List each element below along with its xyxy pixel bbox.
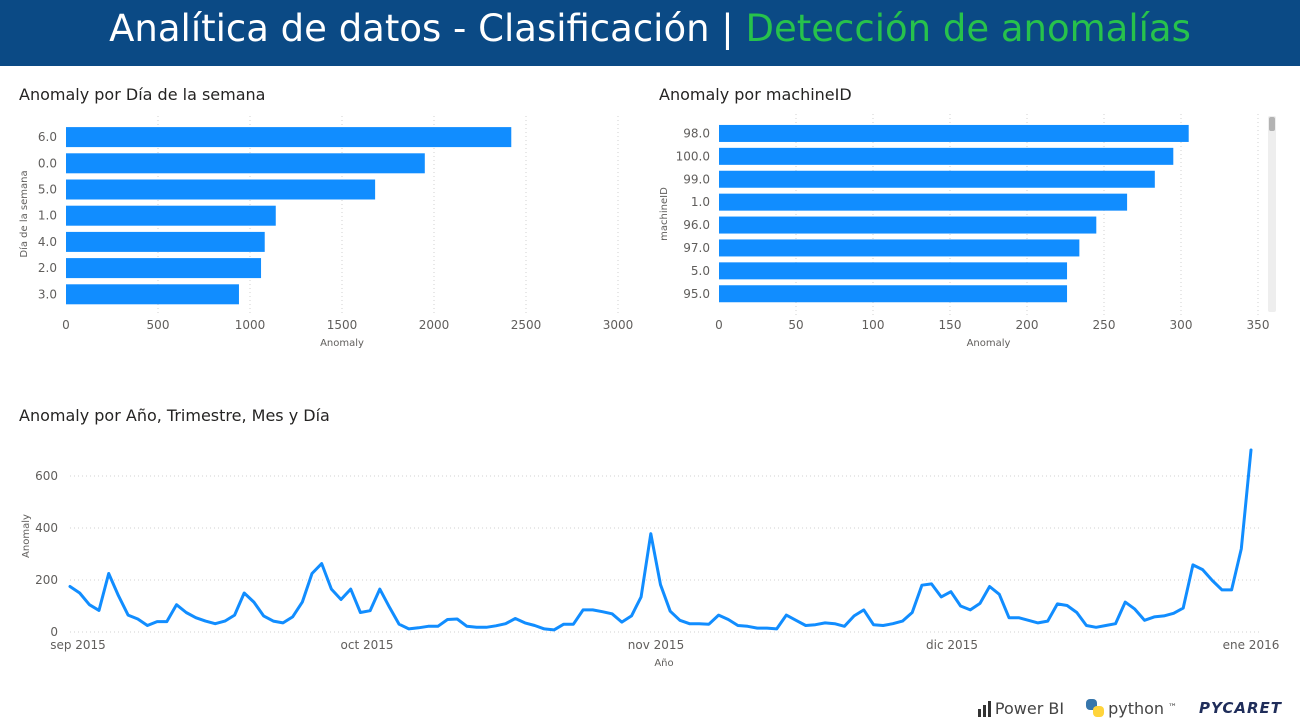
weekday-x-tick: 2500: [511, 318, 542, 332]
machine-bar: [719, 285, 1068, 303]
python-trademark: ™: [1168, 703, 1178, 713]
machine-x-tick: 200: [1016, 318, 1039, 332]
machine-category-label: 1.0: [691, 195, 710, 209]
python-logo: python ™: [1086, 699, 1177, 718]
title-highlight: Detección de anomalías: [745, 7, 1191, 50]
weekday-x-axis-label: Anomaly: [320, 338, 364, 349]
weekday-category-label: 5.0: [38, 183, 57, 197]
timeseries-y-tick: 400: [35, 521, 58, 535]
chart-title-weekday: Anomaly por Día de la semana: [19, 85, 266, 104]
weekday-category-label: 3.0: [38, 287, 57, 301]
machine-bar: [719, 216, 1097, 234]
weekday-x-tick: 1000: [235, 318, 266, 332]
machine-category-label: 5.0: [691, 264, 710, 278]
weekday-category-label: 0.0: [38, 156, 57, 170]
machine-x-tick: 300: [1170, 318, 1193, 332]
weekday-category-label: 2.0: [38, 261, 57, 275]
pycaret-label: PYCARET: [1199, 699, 1282, 717]
powerbi-icon: [977, 699, 991, 717]
machine-x-axis-label: Anomaly: [967, 338, 1011, 349]
weekday-x-tick: 0: [62, 318, 70, 332]
weekday-category-label: 4.0: [38, 235, 57, 249]
machine-category-label: 97.0: [683, 241, 710, 255]
machine-y-axis-label: machineID: [659, 187, 670, 241]
title-main: Analítica de datos - Clasificación: [109, 7, 710, 50]
chart-title-machine: Anomaly por machineID: [659, 85, 852, 104]
machine-bar: [719, 239, 1080, 257]
weekday-bar: [66, 284, 239, 305]
machine-chart-scrollbar[interactable]: [1268, 116, 1276, 312]
weekday-x-tick: 1500: [327, 318, 358, 332]
timeseries-y-tick: 0: [50, 625, 58, 639]
dashboard-title: Analítica de datos - Clasificación | Det…: [0, 0, 1300, 58]
timeseries-x-tick: nov 2015: [628, 638, 684, 652]
machine-category-label: 98.0: [683, 126, 710, 140]
scrollbar-thumb[interactable]: [1269, 117, 1275, 131]
machine-bar: [719, 124, 1189, 142]
timeseries-x-tick: sep 2015: [50, 638, 106, 652]
timeseries-y-tick: 200: [35, 573, 58, 587]
timeseries-x-tick: dic 2015: [926, 638, 978, 652]
weekday-category-label: 1.0: [38, 209, 57, 223]
pycaret-logo: PYCARET: [1199, 699, 1282, 717]
machine-x-tick: 100: [862, 318, 885, 332]
machine-x-tick: 50: [788, 318, 803, 332]
weekday-bar: [66, 179, 376, 200]
machine-x-tick: 250: [1093, 318, 1116, 332]
machine-bar: [719, 262, 1068, 280]
dashboard-header: Analítica de datos - Clasificación | Det…: [0, 0, 1300, 66]
machine-x-tick: 350: [1247, 318, 1270, 332]
weekday-bar: [66, 258, 262, 279]
weekday-bar: [66, 231, 265, 252]
footer-logos: Power BI python ™ PYCARET: [977, 696, 1282, 720]
machine-bar: [719, 193, 1128, 211]
weekday-bar: [66, 127, 512, 148]
python-label: python: [1108, 698, 1165, 718]
title-separator: |: [721, 7, 734, 50]
weekday-y-axis-label: Día de la semana: [18, 170, 30, 257]
weekday-bar: [66, 153, 425, 174]
powerbi-logo: Power BI: [977, 698, 1065, 718]
machine-x-tick: 0: [715, 318, 723, 332]
machine-x-tick: 150: [939, 318, 962, 332]
weekday-x-tick: 2000: [419, 318, 450, 332]
timeseries-y-tick: 600: [35, 469, 58, 483]
timeseries-x-axis-label: Año: [654, 658, 673, 669]
powerbi-label: Power BI: [994, 698, 1065, 718]
timeseries-y-axis-label: Anomaly: [21, 514, 32, 558]
timeseries-x-tick: oct 2015: [341, 638, 394, 652]
python-icon: [1086, 699, 1105, 717]
weekday-category-label: 6.0: [38, 130, 57, 144]
timeseries-line: [68, 448, 1253, 632]
machine-category-label: 99.0: [683, 172, 710, 186]
machine-bar: [719, 147, 1174, 165]
timeseries-x-tick: ene 2016: [1223, 638, 1280, 652]
chart-title-timeseries: Anomaly por Año, Trimestre, Mes y Día: [19, 406, 330, 425]
machine-category-label: 95.0: [683, 287, 710, 301]
weekday-x-tick: 500: [147, 318, 170, 332]
weekday-x-tick: 3000: [603, 318, 634, 332]
weekday-bar: [66, 205, 276, 226]
machine-bar: [719, 170, 1155, 188]
machine-category-label: 96.0: [683, 218, 710, 232]
machine-category-label: 100.0: [676, 149, 710, 163]
